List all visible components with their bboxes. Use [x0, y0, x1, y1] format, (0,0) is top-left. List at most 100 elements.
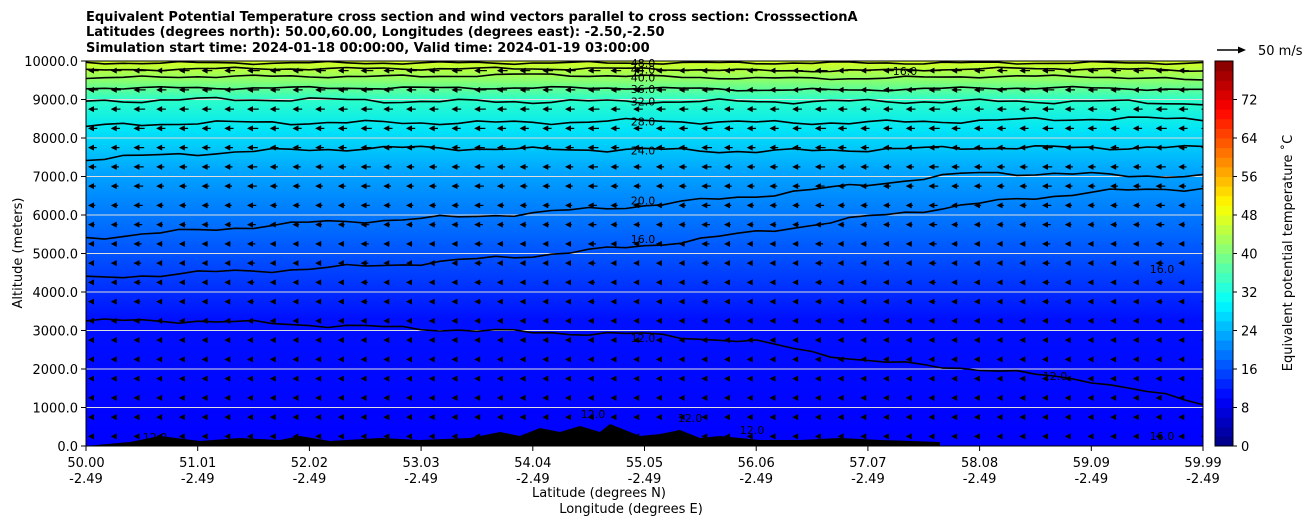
wind-vector: [996, 240, 1003, 247]
wind-vector: [247, 221, 256, 228]
wind-vector: [724, 202, 732, 209]
wind-vector: [587, 317, 594, 324]
wind-vector: [678, 317, 685, 324]
wind-vector: [792, 202, 800, 209]
wind-vector: [428, 317, 435, 324]
wind-vector: [905, 375, 912, 382]
wind-vector: [587, 183, 598, 190]
colorbar-segment: [1215, 186, 1233, 197]
wind-vector: [1110, 317, 1117, 324]
wind-vector: [1132, 125, 1143, 132]
wind-vector: [1087, 298, 1094, 305]
contour-label: 24.0: [631, 145, 656, 158]
wind-vector: [837, 163, 846, 170]
x-tick-lat: 52.02: [291, 456, 328, 471]
wind-vector: [610, 260, 617, 267]
terrain: [86, 424, 940, 446]
wind-vector: [88, 433, 94, 440]
wind-vector: [337, 144, 347, 151]
colorbar-segment: [1215, 157, 1233, 168]
colorbar-tick-label: 56: [1241, 171, 1258, 186]
wind-vector: [724, 163, 733, 170]
wind-vector: [746, 144, 756, 151]
wind-vector: [1042, 240, 1051, 247]
wind-vector: [156, 356, 163, 363]
x-tick-lon: -2.49: [628, 472, 662, 487]
wind-vector: [633, 279, 640, 286]
wind-vector: [474, 375, 481, 382]
wind-vector: [1042, 375, 1048, 382]
wind-vector: [542, 394, 549, 401]
wind-vector: [655, 337, 662, 344]
colorbar-segment: [1215, 292, 1233, 303]
wind-vector: [337, 125, 348, 132]
wind-vector: [156, 394, 163, 401]
wind-vector: [678, 414, 685, 421]
wind-vector: [996, 125, 1006, 132]
wind-vector: [678, 163, 687, 170]
wind-vector: [88, 183, 96, 190]
wind-vector: [110, 106, 121, 113]
wind-vector: [701, 414, 708, 421]
wind-vector: [519, 337, 526, 344]
wind-vector: [1019, 337, 1026, 344]
wind-vector: [269, 337, 276, 344]
wind-vector: [156, 240, 163, 247]
wind-vector: [1019, 125, 1029, 132]
wind-vector: [610, 125, 620, 132]
wind-vector: [156, 298, 163, 305]
wind-vector: [156, 183, 164, 190]
wind-vector: [247, 375, 253, 382]
wind-vector: [406, 356, 412, 363]
wind-vector: [951, 183, 959, 190]
wind-vector: [360, 125, 372, 132]
wind-vector: [201, 163, 210, 170]
colorbar-segment: [1215, 282, 1233, 293]
wind-vector: [1042, 394, 1048, 401]
wind-vector: [633, 163, 642, 170]
wind-vector: [337, 183, 346, 190]
wind-vector: [1178, 125, 1188, 132]
wind-vector: [383, 433, 390, 440]
wind-vector: [269, 202, 277, 209]
wind-vector: [383, 125, 393, 132]
wind-vector: [996, 279, 1003, 286]
title-line-2: Latitudes (degrees north): 50.00,60.00, …: [86, 25, 665, 40]
colorbar-segment: [1215, 320, 1233, 331]
wind-vector: [178, 356, 185, 363]
plot-area: [86, 61, 1203, 446]
wind-vector: [883, 317, 889, 324]
wind-vector: [565, 337, 571, 344]
wind-vector: [746, 356, 753, 363]
wind-vector: [156, 86, 167, 93]
wind-vector: [655, 221, 663, 228]
wind-vector: [110, 144, 120, 151]
wind-vector: [837, 240, 844, 247]
wind-vector: [565, 106, 575, 113]
wind-vector: [655, 414, 662, 421]
wind-vector: [1019, 221, 1027, 228]
colorbar-segment: [1215, 340, 1233, 351]
wind-vector: [428, 298, 435, 305]
wind-vector: [746, 433, 753, 440]
colorbar-segment: [1215, 369, 1233, 380]
wind-vector: [746, 183, 755, 190]
wind-vector: [1132, 163, 1142, 170]
wind-vector: [428, 375, 435, 382]
wind-vector: [996, 433, 1003, 440]
wind-vector: [883, 337, 889, 344]
wind-vector: [1132, 356, 1139, 363]
wind-vector: [383, 163, 392, 170]
wind-vector: [701, 356, 708, 363]
wind-vector: [247, 414, 253, 421]
wind-vector: [746, 375, 753, 382]
wind-vector: [1087, 337, 1094, 344]
wind-vector: [1019, 202, 1027, 209]
wind-vector: [973, 260, 980, 267]
wind-vector: [905, 337, 912, 344]
wind-vector: [519, 317, 526, 324]
colorbar-segment: [1215, 89, 1233, 100]
wind-vector: [269, 375, 276, 382]
wind-vector: [1064, 260, 1071, 267]
wind-vector: [973, 375, 980, 382]
